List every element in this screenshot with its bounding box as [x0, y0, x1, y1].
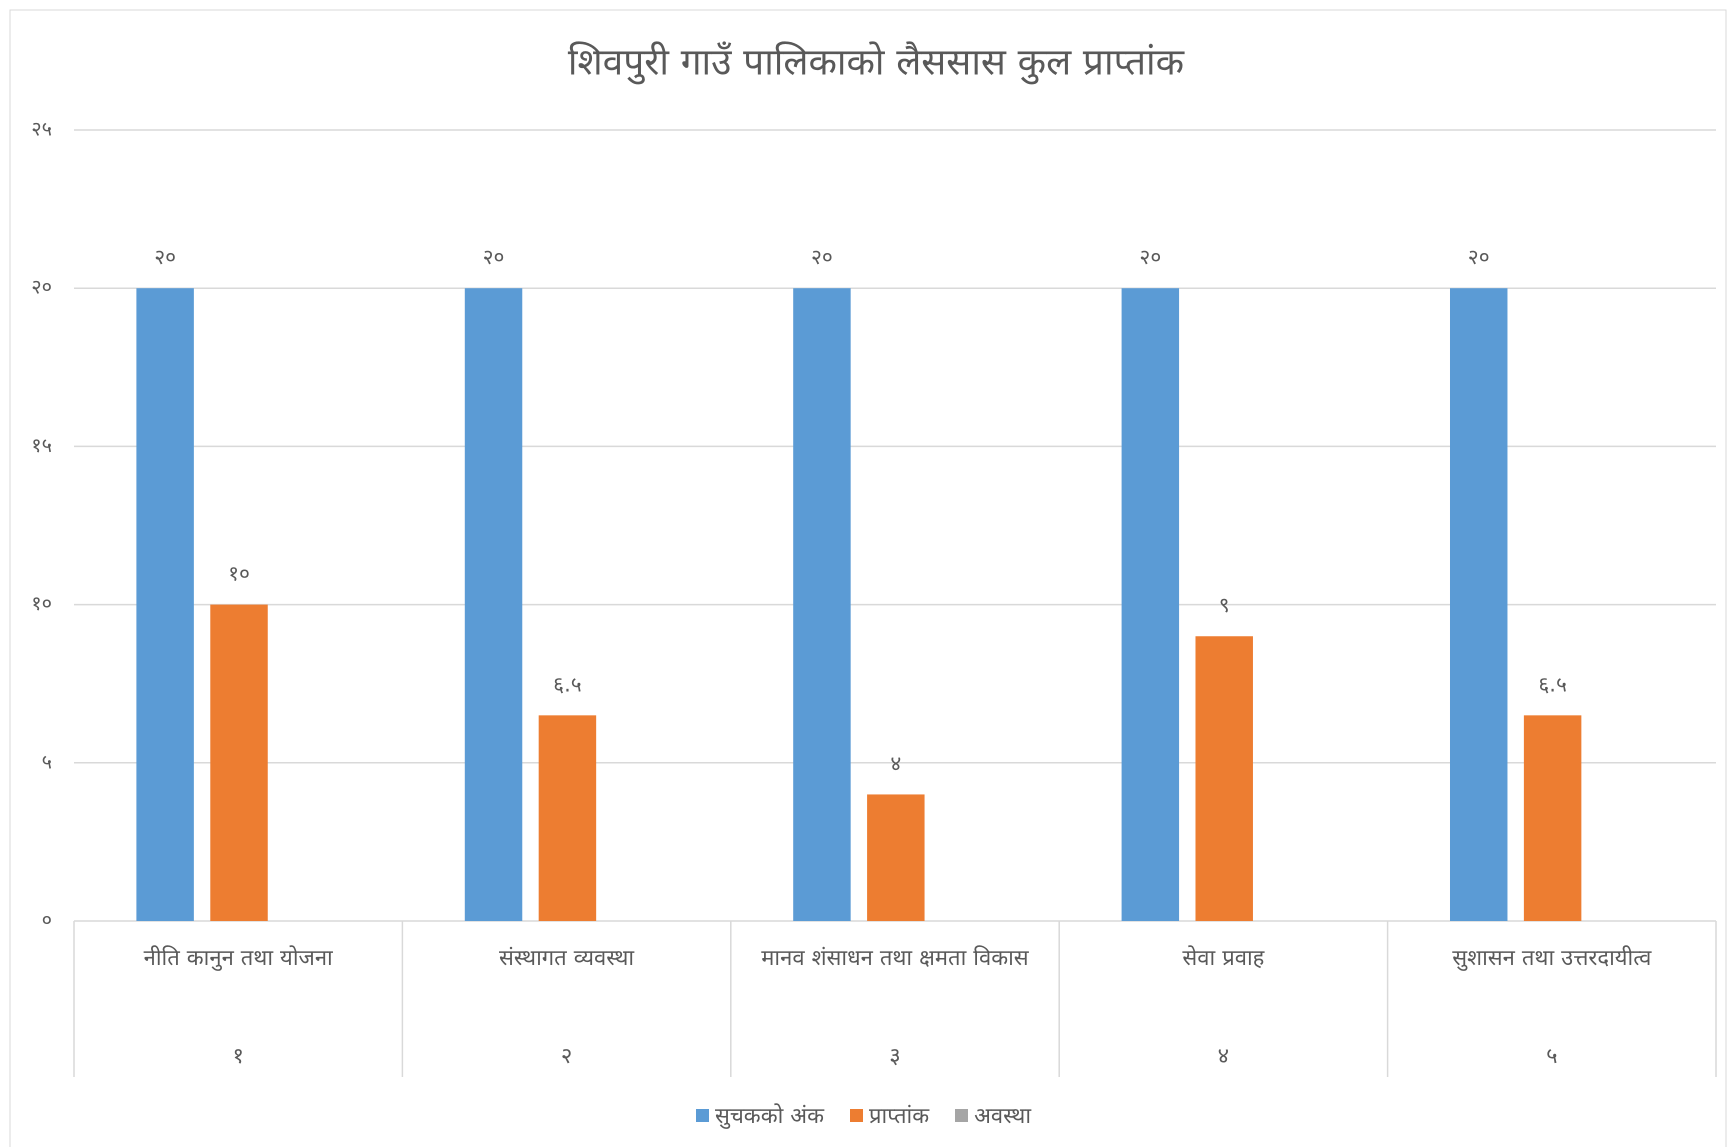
- data-label: ६.५: [553, 672, 582, 696]
- x-tick-label: संस्थागत व्यवस्था: [499, 946, 635, 971]
- chart-title: शिवपुरी गाउँ पालिकाको लैससास कुल प्राप्त…: [568, 41, 1185, 85]
- x-group-label: ५: [1546, 1044, 1557, 1069]
- legend-swatch: [849, 1108, 863, 1122]
- data-label: २०: [1139, 245, 1161, 269]
- y-tick-label: २५: [31, 117, 52, 141]
- x-group-label: ४: [1218, 1044, 1229, 1069]
- y-tick-label: १५: [31, 433, 52, 457]
- x-group-label: १: [232, 1044, 243, 1069]
- legend: सुचकको अंक प्राप्तांक अवस्था: [0, 1100, 1727, 1130]
- x-tick-label: मानव शंसाधन तथा क्षमता विकास: [761, 946, 1029, 971]
- y-tick-label: १०: [31, 591, 52, 615]
- bar: [867, 794, 925, 921]
- legend-swatch: [695, 1108, 709, 1122]
- data-label: २०: [154, 245, 176, 269]
- data-label: २०: [1468, 245, 1490, 269]
- x-group-label: ३: [889, 1044, 900, 1069]
- bar: [136, 288, 194, 921]
- legend-item: अवस्था: [955, 1100, 1031, 1130]
- legend-label: सुचकको अंक: [714, 1104, 824, 1129]
- legend-label: प्राप्तांक: [868, 1104, 930, 1129]
- bar: [210, 604, 268, 921]
- y-tick-label: ५: [42, 749, 52, 773]
- y-tick-label: ०: [42, 908, 52, 932]
- legend-item: सुचकको अंक: [695, 1100, 824, 1130]
- bar: [464, 288, 523, 921]
- data-label: २०: [811, 245, 833, 269]
- data-label: १०: [228, 562, 250, 586]
- data-label: ६.५: [1538, 672, 1567, 696]
- bar: [538, 715, 597, 921]
- legend-swatch: [955, 1108, 969, 1122]
- data-label: ९: [1219, 593, 1230, 617]
- bar: [1523, 715, 1582, 921]
- chart-border: [9, 9, 1727, 1147]
- bar: [1449, 288, 1508, 921]
- y-tick-label: २०: [31, 275, 52, 299]
- bar: [1195, 636, 1253, 921]
- data-label: ४: [890, 751, 901, 775]
- x-tick-label: नीति कानुन तथा योजना: [143, 946, 333, 971]
- legend-item: प्राप्तांक: [849, 1100, 930, 1130]
- x-tick-label: सुशासन तथा उत्तरदायीत्व: [1452, 946, 1652, 971]
- bar: [1121, 288, 1180, 921]
- data-label: २०: [483, 245, 505, 269]
- x-tick-label: सेवा प्रवाह: [1182, 946, 1265, 971]
- x-group-label: २: [561, 1044, 572, 1069]
- legend-label: अवस्था: [974, 1104, 1032, 1129]
- bar: [793, 288, 851, 921]
